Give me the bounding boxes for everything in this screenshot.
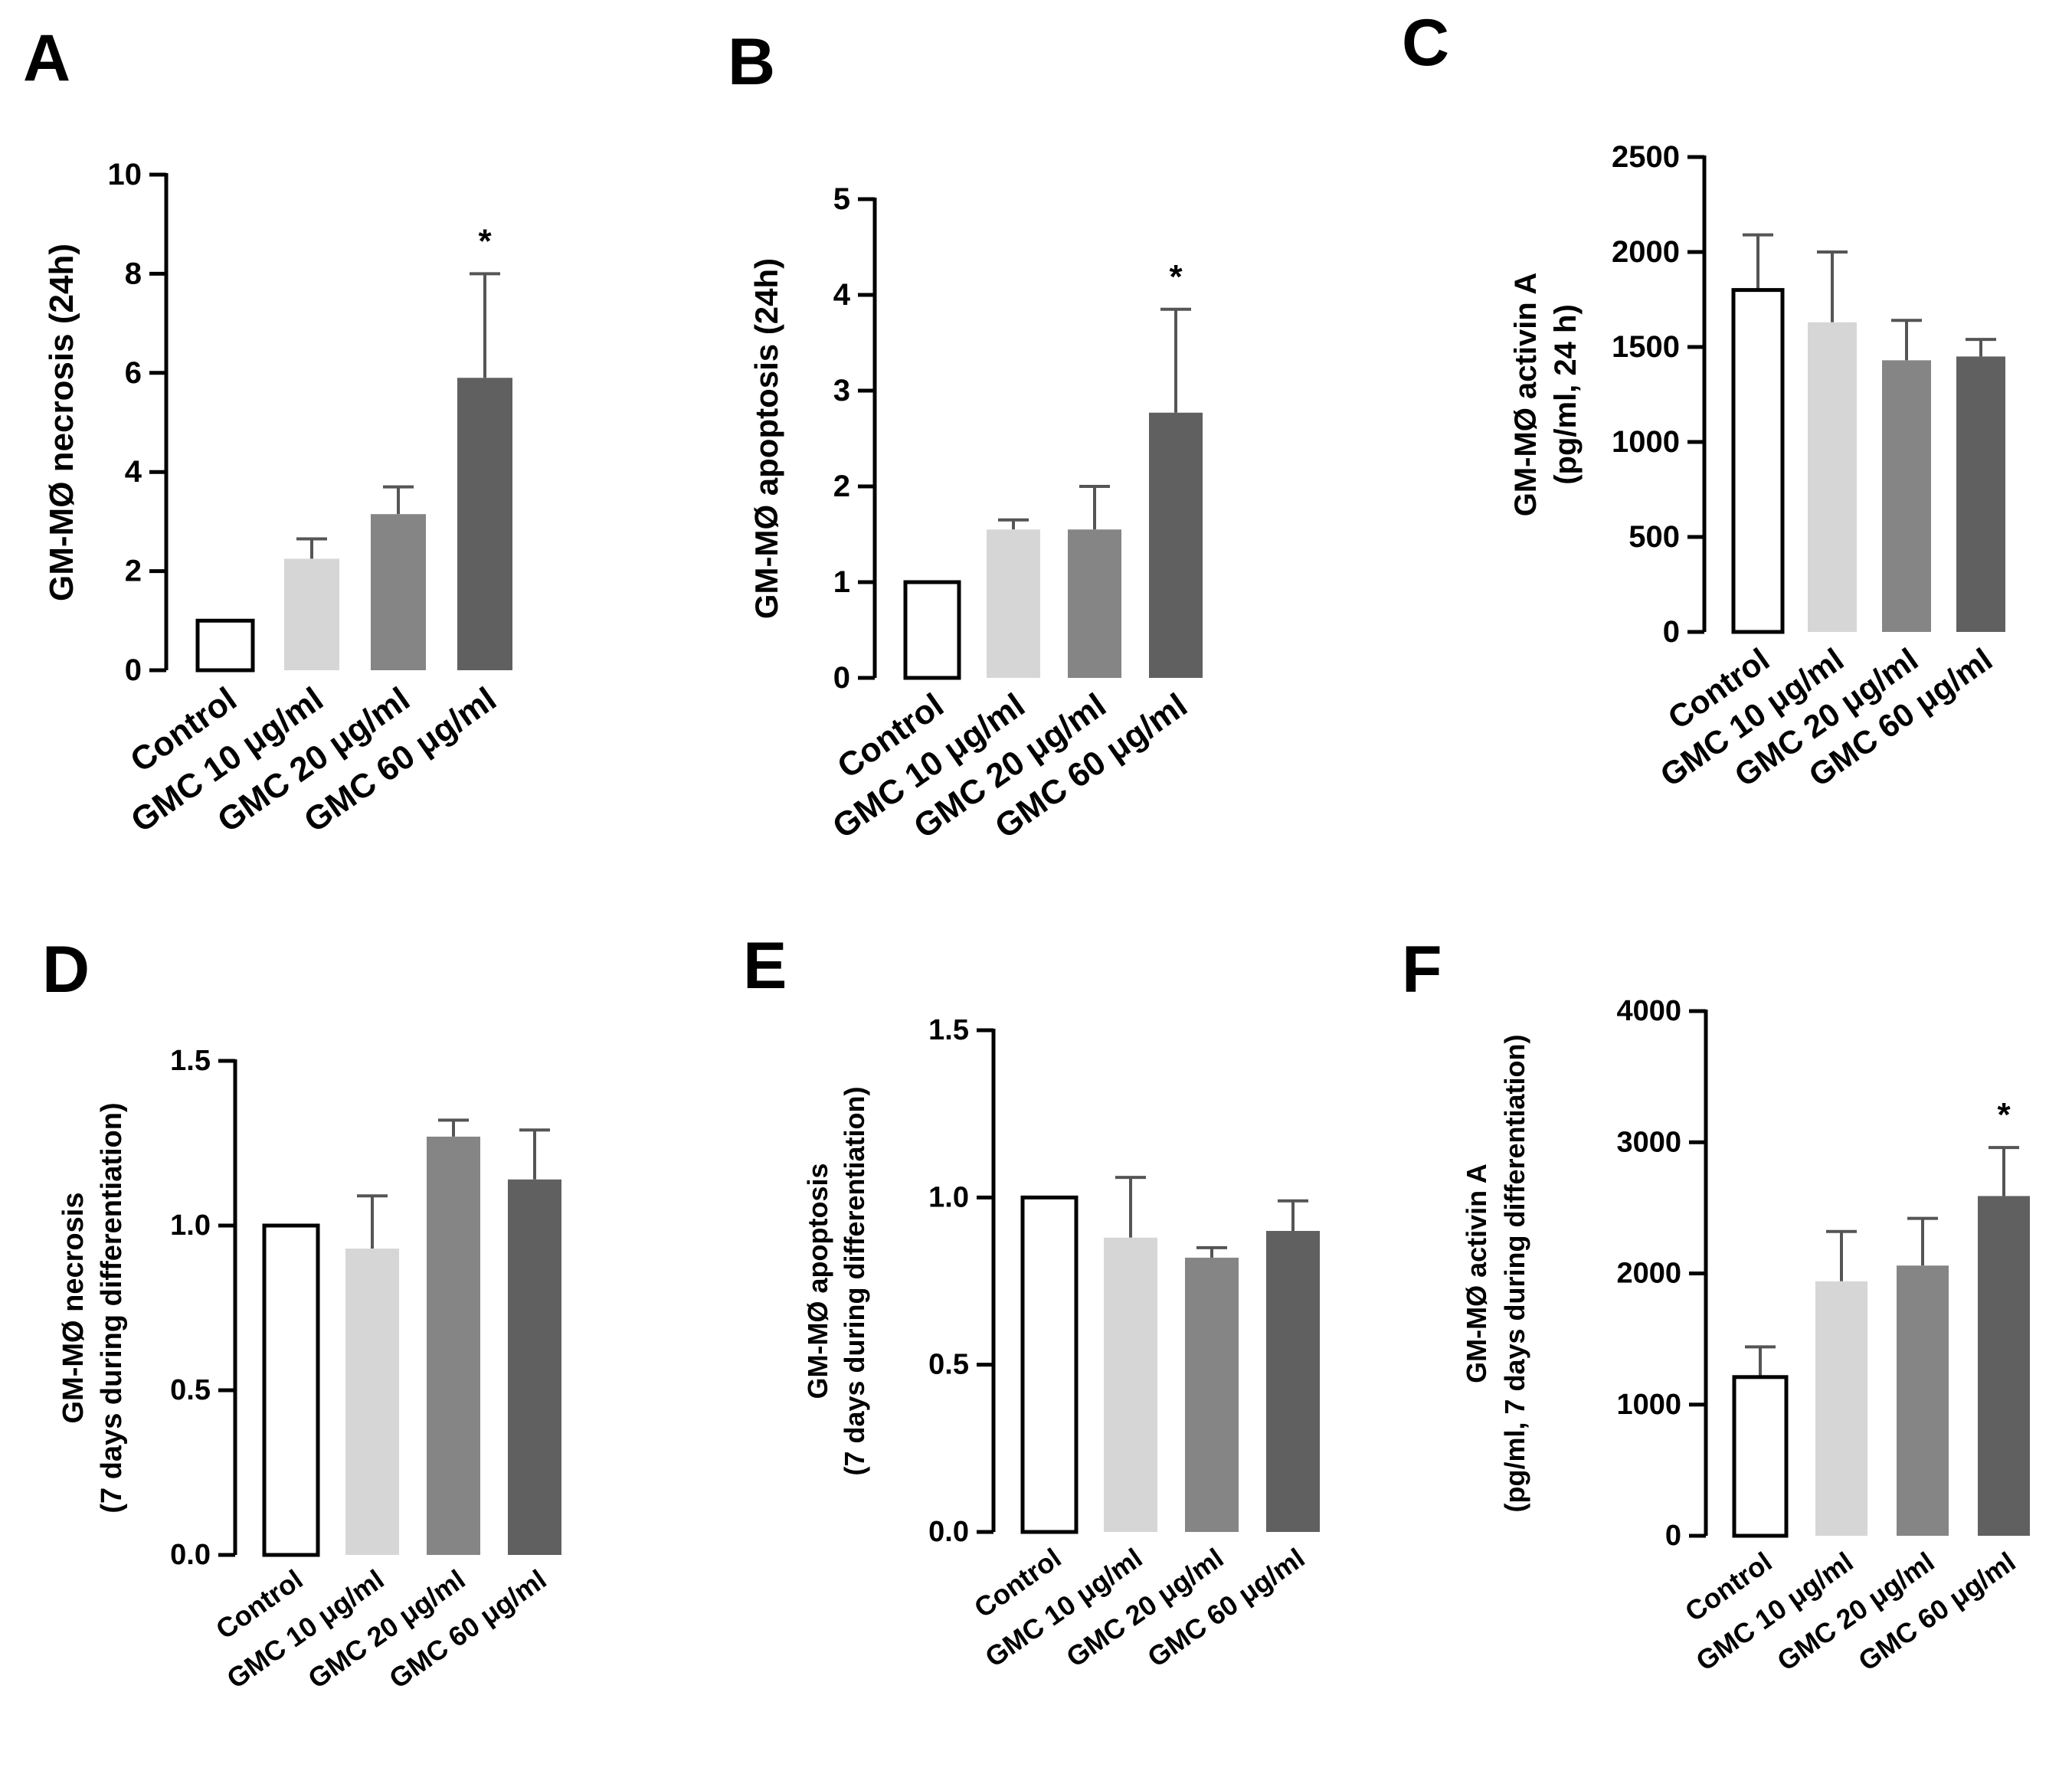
y-tick-label: 1.0 [170, 1209, 211, 1242]
panel-c: C 0 500 1000 1500 2000 2500 Control GMC 10 μg/ml… [1402, 0, 2072, 919]
y-tick-label: 0.5 [928, 1349, 969, 1381]
significance-marker: * [1997, 1096, 2011, 1134]
panel-letter-d: D [42, 933, 90, 1006]
y-tick-label: 2 [125, 555, 142, 588]
bar-gmc-20 [1882, 360, 1931, 632]
significance-marker: * [1169, 258, 1183, 296]
y-tick-label: 1.5 [928, 1014, 969, 1046]
panel-a: A 0 2 4 6 8 10 Control GMC 10 μg/ml GMC 20 μg/ml *… [0, 0, 712, 919]
bar-gmc-60 [1956, 356, 2005, 632]
y-tick-label: 1000 [1612, 425, 1680, 459]
y-tick-label: 1.0 [928, 1181, 969, 1213]
bar-control [262, 1223, 320, 1557]
bar-gmc-10 [284, 558, 339, 670]
bar-control [195, 618, 255, 673]
y-axis-title: GM-MØ apoptosis [802, 1164, 833, 1399]
panel-b: B 0 1 2 3 4 5 Control GMC 10 μg/ml GMC 20 μg/ml * G… [712, 0, 1402, 919]
bar-gmc-60 [1978, 1196, 2030, 1536]
bar-gmc-10 [987, 529, 1040, 678]
y-tick-label: 0 [125, 653, 142, 687]
y-tick-label: 6 [125, 356, 142, 390]
y-tick-label: 0 [833, 661, 850, 695]
bar-gmc-10 [1815, 1281, 1867, 1536]
panel-letter-a: A [23, 21, 70, 95]
bar-gmc-20 [1185, 1257, 1239, 1532]
y-tick-label: 8 [125, 257, 142, 290]
y-tick-label: 5 [833, 182, 850, 216]
y-tick-label: 1500 [1612, 330, 1680, 364]
y-tick-label: 3 [833, 374, 850, 407]
y-tick-label: 1 [833, 565, 850, 599]
bar-gmc-60 [508, 1179, 561, 1555]
bar-gmc-60 [1266, 1231, 1320, 1532]
y-axis-title: (pg/ml, 7 days during differentiation) [1499, 1034, 1530, 1512]
panel-letter-e: E [743, 929, 787, 1003]
y-tick-label: 4 [125, 455, 142, 489]
panel-letter-b: B [728, 25, 775, 99]
significance-marker: * [478, 222, 492, 260]
y-tick-label: 4 [833, 278, 851, 312]
panel-d: D 0.0 0.5 1.0 1.5 Control GMC 10 μg/ml GMC 20 μ… [0, 919, 712, 1774]
y-tick-label: 2000 [1616, 1258, 1681, 1290]
bar-control [903, 580, 961, 680]
bar-control [1732, 1375, 1789, 1538]
y-tick-label: 2 [833, 470, 850, 503]
bar-gmc-60 [1149, 412, 1203, 678]
y-axis-title: GM-MØ necrosis (24h) [43, 244, 80, 601]
y-axis-title: (pg/ml, 24 h) [1549, 304, 1583, 485]
y-tick-label: 2500 [1612, 140, 1680, 174]
y-axis-title: (7 days during differentiation) [96, 1102, 128, 1513]
y-axis-title: (7 days during differentiation) [839, 1086, 870, 1475]
bar-gmc-20 [427, 1136, 480, 1555]
y-tick-label: 10 [108, 158, 142, 191]
y-tick-label: 0.0 [928, 1516, 969, 1548]
y-axis-title: GM-MØ activin A [1461, 1164, 1492, 1383]
bar-gmc-10 [1104, 1237, 1157, 1532]
y-tick-label: 4000 [1616, 995, 1681, 1027]
y-tick-label: 0 [1663, 615, 1680, 649]
y-tick-label: 0.5 [170, 1374, 211, 1406]
bar-gmc-60 [457, 378, 512, 670]
bar-gmc-10 [1808, 322, 1857, 632]
panel-letter-f: F [1402, 933, 1442, 1006]
panel-f: F 0 1000 2000 3000 4000 Control GMC 10 μg/ml GMC… [1402, 919, 2072, 1774]
y-tick-label: 1.5 [170, 1045, 211, 1077]
y-axis-title: GM-MØ apoptosis (24h) [748, 258, 784, 619]
bar-control [1020, 1195, 1079, 1534]
y-tick-label: 0.0 [170, 1539, 211, 1571]
bar-gmc-20 [1068, 529, 1121, 678]
bar-control [1731, 288, 1785, 634]
y-tick-label: 0 [1665, 1520, 1681, 1552]
bar-gmc-10 [345, 1249, 399, 1555]
panel-e: E 0.0 0.5 1.0 1.5 Control GMC 10 μg/ml GMC 20 μ… [712, 919, 1402, 1774]
bar-gmc-20 [1897, 1265, 1949, 1536]
y-axis-title: GM-MØ activin A [1509, 273, 1543, 517]
y-tick-label: 3000 [1616, 1126, 1681, 1158]
panel-letter-c: C [1402, 6, 1449, 80]
bar-gmc-20 [371, 514, 426, 670]
y-axis-title: GM-MØ necrosis [57, 1193, 90, 1424]
y-tick-label: 500 [1628, 520, 1680, 554]
y-tick-label: 2000 [1612, 235, 1680, 269]
y-tick-label: 1000 [1616, 1389, 1681, 1421]
